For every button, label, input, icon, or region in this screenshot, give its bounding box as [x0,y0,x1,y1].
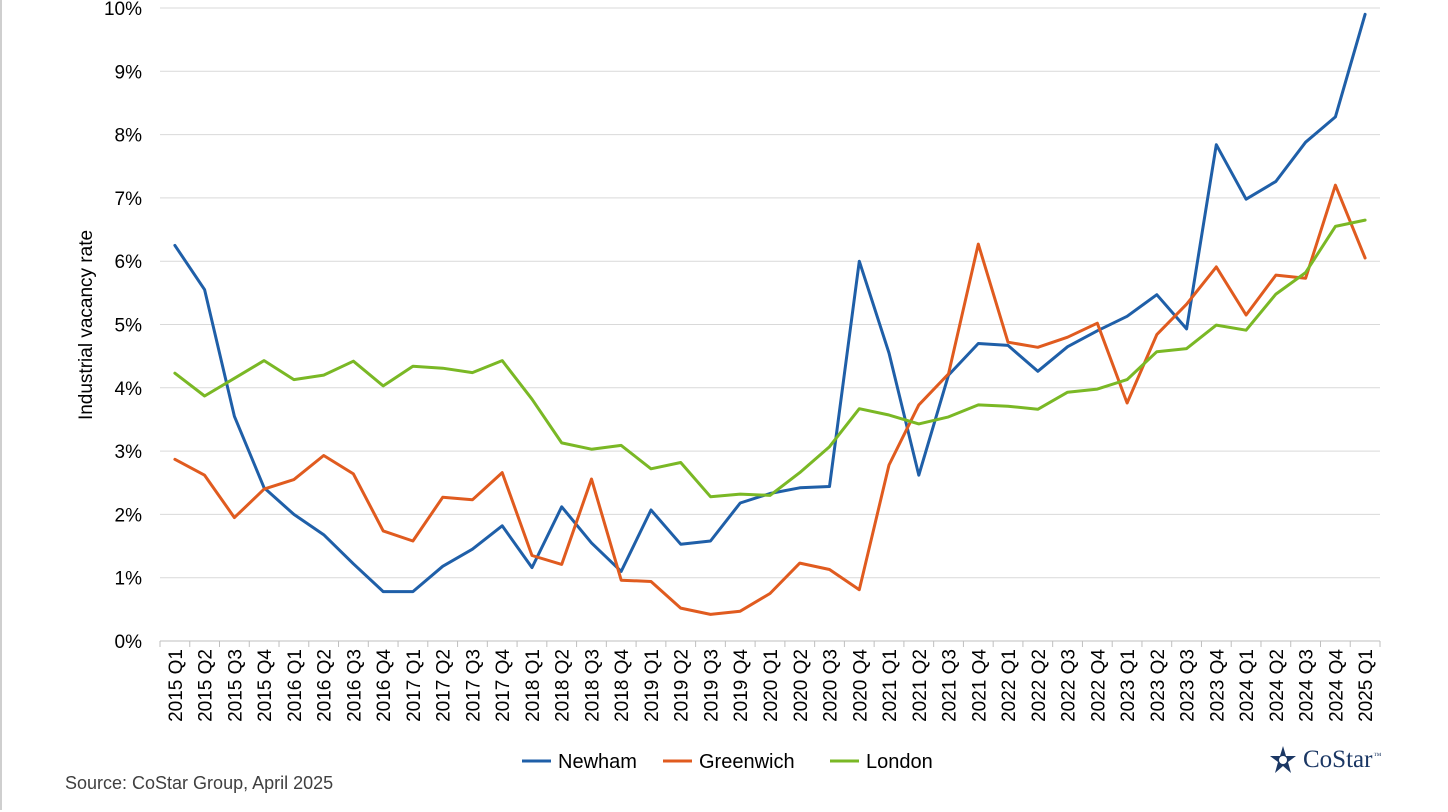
x-tick-label: 2015 Q4 [255,649,276,722]
x-tick-label: 2022 Q4 [1088,649,1109,722]
y-tick-label: 4% [115,379,143,400]
series-line-newham [173,12,1367,594]
x-tick-label: 2017 Q4 [493,649,514,722]
x-tick-label: 2016 Q1 [285,649,306,722]
x-tick-label: 2015 Q2 [196,649,217,722]
gridlines [160,7,1380,642]
series-line-greenwich [173,183,1367,616]
legend-label-newham: Newham [558,751,637,773]
x-tick-label: 2018 Q4 [612,649,633,722]
y-axis-ticks: 0% 1% 2% 3% 4% 5% 6% 7% 8% 9% 10% [104,0,142,653]
x-tick-label: 2017 Q3 [463,649,484,722]
x-tick-label: 2016 Q2 [315,649,336,722]
logo-text: CoStar™ [1303,746,1381,774]
x-tick-label: 2021 Q1 [880,649,901,722]
logo-trademark: ™ [1373,750,1382,760]
x-tick-label: 2019 Q1 [642,649,663,722]
x-tick-label: 2023 Q3 [1178,649,1199,722]
y-tick-label: 9% [115,62,143,83]
costar-star-icon [1270,746,1296,773]
x-tick-label: 2020 Q3 [821,649,842,722]
legend-label-greenwich: Greenwich [699,751,795,773]
legend-label-london: London [866,751,933,773]
x-tick-label: 2020 Q4 [850,649,871,722]
y-tick-label: 0% [115,632,143,653]
x-tick-label: 2022 Q2 [1029,649,1050,722]
series-lines [173,12,1367,616]
x-tick-label: 2015 Q1 [166,649,187,722]
x-tick-label: 2017 Q2 [434,649,455,722]
x-tick-label: 2021 Q2 [910,649,931,722]
x-tick-label: 2021 Q4 [969,649,990,722]
x-tick-label: 2019 Q2 [672,649,693,722]
x-tick-label: 2024 Q1 [1237,649,1258,722]
x-tick-label: 2020 Q2 [791,649,812,722]
x-tick-label: 2024 Q2 [1267,649,1288,722]
series-line-london [173,218,1367,499]
y-tick-label: 8% [115,126,143,147]
x-tick-label: 2016 Q4 [374,649,395,722]
legend: Newham Greenwich London [522,751,933,773]
y-tick-label: 3% [115,442,143,463]
y-tick-label: 6% [115,252,143,273]
x-tick-label: 2024 Q4 [1326,649,1347,722]
x-tick-label: 2024 Q3 [1297,649,1318,722]
y-tick-label: 1% [115,569,143,590]
x-tick-label: 2015 Q3 [225,649,246,722]
x-tick-label: 2016 Q3 [344,649,365,722]
x-tick-label: 2019 Q3 [701,649,722,722]
x-tick-label: 2022 Q1 [999,649,1020,722]
x-tick-label: 2023 Q4 [1207,649,1228,722]
x-tick-label: 2021 Q3 [940,649,961,722]
x-tick-label: 2020 Q1 [761,649,782,722]
y-tick-label: 7% [115,189,143,210]
x-tick-label: 2023 Q2 [1148,649,1169,722]
x-tick-label: 2019 Q4 [731,649,752,722]
y-tick-label: 10% [104,0,142,20]
y-axis-label: Industrial vacancy rate [76,230,97,420]
logo-name: CoStar [1303,746,1373,773]
source-note: Source: CoStar Group, April 2025 [65,773,334,793]
x-tick-label: 2018 Q2 [553,649,574,722]
x-tick-label: 2022 Q3 [1059,649,1080,722]
y-tick-label: 5% [115,316,143,337]
y-tick-label: 2% [115,505,143,526]
costar-logo: CoStar™ [1268,744,1381,776]
x-tick-label: 2025 Q1 [1356,649,1377,722]
x-tick-label: 2023 Q1 [1118,649,1139,722]
x-axis-ticks: 2015 Q1 2015 Q2 2015 Q3 2015 Q4 2016 Q1 2016 … [159,641,1381,722]
x-tick-label: 2017 Q1 [404,649,425,722]
x-tick-label: 2018 Q1 [523,649,544,722]
x-tick-label: 2018 Q3 [582,649,603,722]
